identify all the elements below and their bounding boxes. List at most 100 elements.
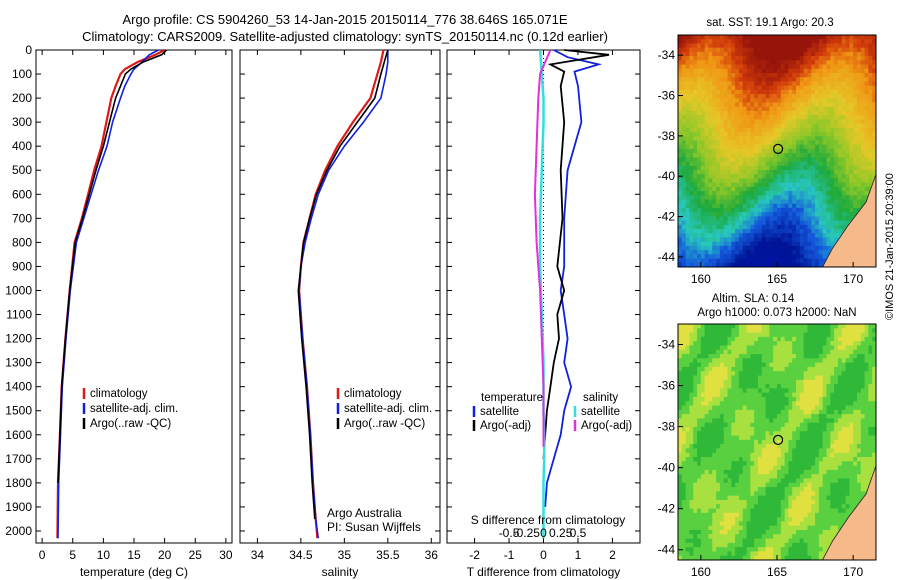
map-cell xyxy=(716,39,721,44)
map-cell xyxy=(719,81,725,87)
map-cell xyxy=(849,123,854,129)
map-cell xyxy=(780,328,786,333)
map-cell xyxy=(872,35,877,40)
map-cell xyxy=(742,384,747,389)
map-cell xyxy=(704,237,709,243)
map-cell xyxy=(689,81,694,87)
map-cell xyxy=(761,237,766,243)
map-cell xyxy=(765,51,770,57)
map-cell xyxy=(830,241,835,247)
map-cell xyxy=(754,233,759,238)
map-cell xyxy=(712,178,717,184)
map-cell xyxy=(868,465,873,471)
map-cell xyxy=(822,148,827,154)
map-cell xyxy=(693,233,698,238)
map-cell xyxy=(815,77,820,82)
map-cell xyxy=(780,431,786,436)
map-cell xyxy=(803,115,808,120)
map-cell xyxy=(864,448,869,454)
map-cell xyxy=(849,461,854,466)
map-cell xyxy=(757,98,763,103)
map-cell xyxy=(716,64,721,70)
map-cell xyxy=(784,362,789,368)
map-cell xyxy=(719,191,725,196)
map-cell xyxy=(723,102,728,108)
map-cell xyxy=(792,191,797,196)
map-cell xyxy=(811,414,816,419)
map-cell xyxy=(716,396,721,402)
map-cell xyxy=(834,237,839,243)
map-cell xyxy=(777,47,782,53)
map-cell xyxy=(731,354,736,359)
map-cell xyxy=(678,224,683,230)
map-cell xyxy=(845,461,850,466)
map-cell xyxy=(742,102,747,108)
map-cell xyxy=(788,47,793,53)
map-cell xyxy=(818,140,824,146)
map-cell xyxy=(716,362,721,368)
map-cell xyxy=(750,60,755,65)
map-cell xyxy=(803,89,808,95)
map-cell xyxy=(719,461,725,466)
map-cell xyxy=(738,409,744,415)
map-cell xyxy=(716,444,721,449)
map-cell xyxy=(746,431,751,436)
map-cell xyxy=(723,362,728,368)
map-cell xyxy=(822,358,827,364)
map-cell xyxy=(845,199,850,205)
x-tick-label: 34.5 xyxy=(289,548,313,562)
map-cell xyxy=(731,207,736,213)
y-tick-label: 1900 xyxy=(5,500,32,514)
map-cell xyxy=(689,199,694,205)
map-cell xyxy=(765,72,770,78)
map-cell xyxy=(700,250,706,255)
map-cell xyxy=(780,457,786,462)
map-cell xyxy=(864,119,869,124)
map-cell xyxy=(712,72,717,78)
map-cell xyxy=(799,457,805,462)
map-cell xyxy=(757,169,763,175)
map-cell xyxy=(856,98,862,103)
map-cell xyxy=(780,89,786,95)
map-cell xyxy=(757,182,763,188)
map-cell xyxy=(792,182,797,188)
map-cell xyxy=(792,106,797,112)
map-cell xyxy=(757,81,763,87)
map-cell xyxy=(716,102,721,108)
map-cell xyxy=(780,115,786,120)
map-cell xyxy=(792,241,797,247)
map-cell xyxy=(678,153,683,158)
map-cell xyxy=(788,422,793,428)
map-cell xyxy=(773,212,778,217)
map-cell xyxy=(849,375,854,381)
map-cell xyxy=(773,396,778,402)
map-cell xyxy=(773,426,778,432)
map-cell xyxy=(773,469,778,475)
map-cell xyxy=(735,388,740,394)
map-cell xyxy=(845,336,850,342)
map-cell xyxy=(818,237,824,243)
map-cell xyxy=(689,384,694,389)
map-cell xyxy=(708,465,713,471)
map-cell xyxy=(845,178,850,184)
map-cell xyxy=(750,140,755,146)
map-cell xyxy=(704,157,709,162)
map-cell xyxy=(693,72,698,78)
map-cell xyxy=(769,68,774,74)
map-cell xyxy=(681,127,687,133)
map-cell xyxy=(712,115,717,120)
map-cell xyxy=(685,439,690,445)
map-cell xyxy=(765,388,770,394)
map-cell xyxy=(723,469,728,475)
map-cell xyxy=(704,110,709,116)
map-cell xyxy=(830,127,835,133)
map-cell xyxy=(754,457,759,462)
map-cell xyxy=(849,452,854,458)
map-cell xyxy=(750,418,755,424)
map-cell xyxy=(860,195,865,200)
map-cell xyxy=(727,110,732,116)
map-cell xyxy=(723,229,728,234)
map-cell xyxy=(761,153,766,158)
map-cell xyxy=(769,362,774,368)
